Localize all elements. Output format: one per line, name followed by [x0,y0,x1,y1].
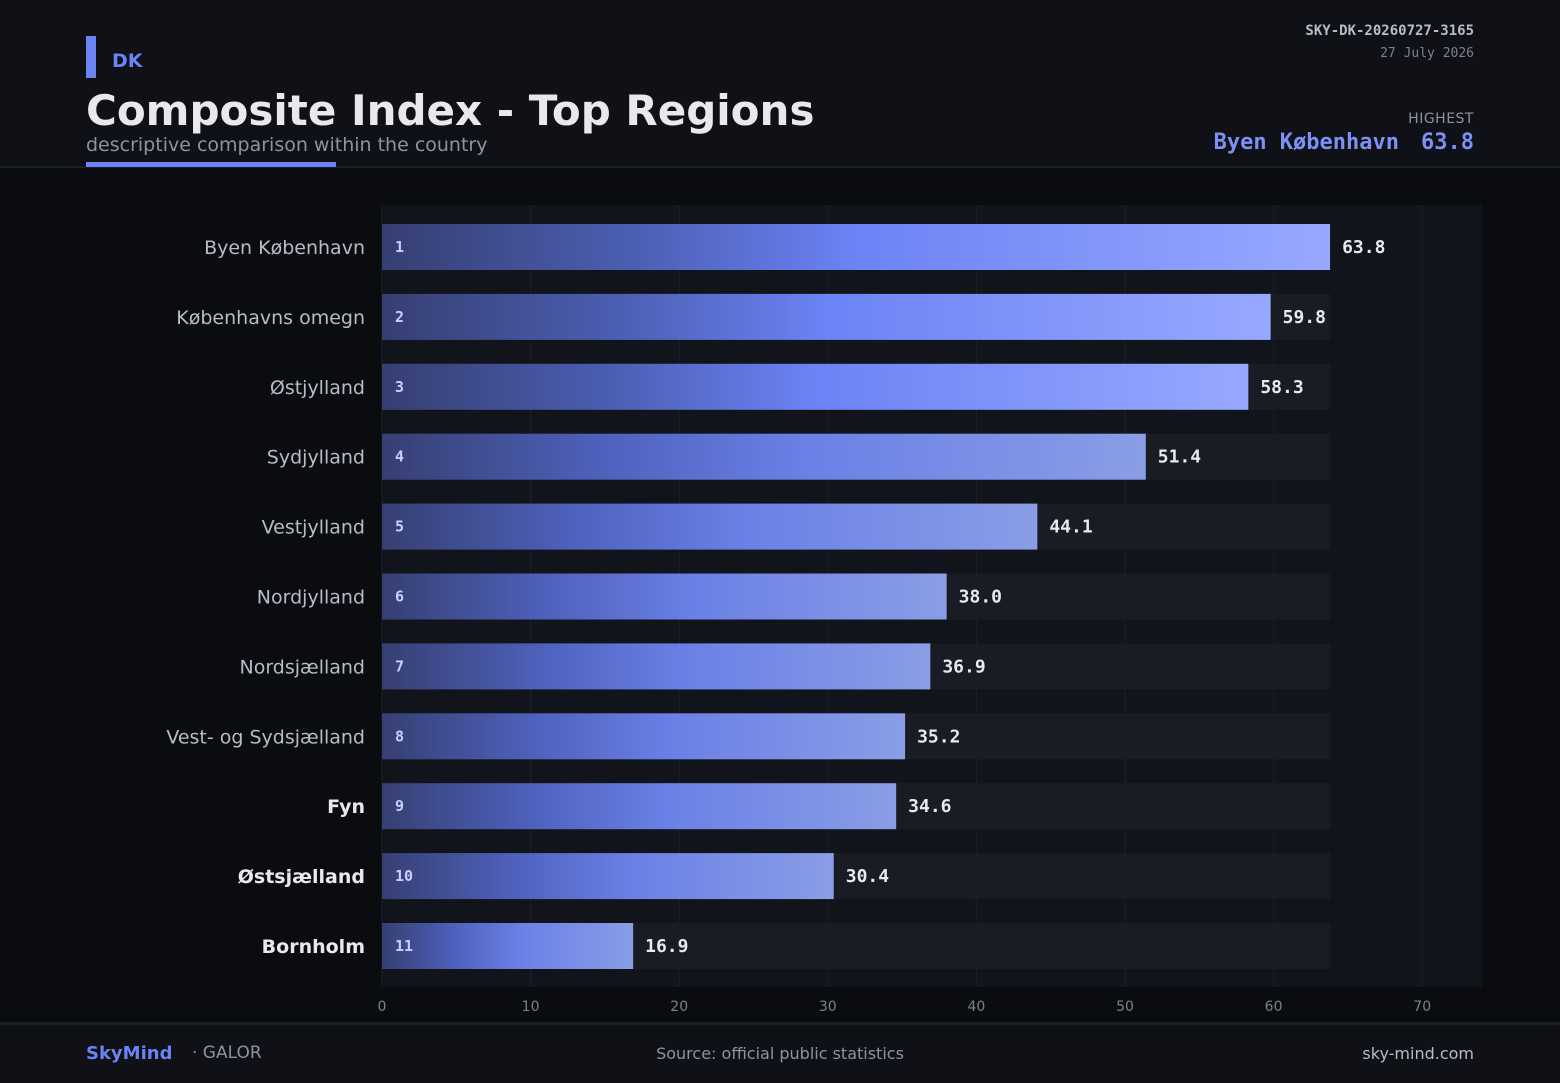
rank-label: 9 [395,797,404,815]
category-label: Vest- og Sydsjælland [166,726,365,748]
highest-label: HIGHEST [1408,111,1474,127]
x-tick-label: 70 [1413,999,1431,1015]
highest-value: 63.8 [1421,130,1474,155]
value-label: 51.4 [1158,447,1202,468]
bar[interactable] [382,783,897,830]
bar[interactable] [382,433,1146,480]
bar[interactable] [382,643,931,690]
report-date: 27 July 2026 [1380,46,1474,61]
x-tick-label: 30 [819,999,837,1015]
category-label: Bornholm [262,936,365,958]
x-tick-label: 10 [522,999,540,1015]
bar[interactable] [382,853,834,900]
value-label: 59.8 [1283,307,1326,328]
site-link[interactable]: sky-mind.com [1362,1044,1474,1063]
bar[interactable] [382,713,906,760]
brand-sub: · GALOR [192,1043,262,1063]
rank-label: 7 [395,657,404,675]
value-label: 36.9 [942,656,985,677]
x-tick-label: 60 [1265,999,1283,1015]
highest-summary: Byen København 63.8 [1214,130,1474,155]
footer: SkyMind · GALOR Source: official public … [0,1022,1560,1083]
value-label: 63.8 [1342,237,1385,258]
rank-label: 11 [395,937,413,955]
bar[interactable] [382,923,634,969]
country-accent-bar [86,36,96,78]
category-label: Københavns omegn [176,307,365,329]
category-label: Fyn [327,796,365,818]
rank-label: 4 [395,448,404,466]
rank-label: 3 [395,378,404,396]
report-code: SKY-DK-20260727-3165 [1305,23,1474,39]
country-code: DK [112,50,143,72]
value-label: 16.9 [645,936,688,957]
category-label: Vestjylland [262,517,365,539]
page-title: Composite Index - Top Regions [86,86,815,135]
brand-name: SkyMind [86,1043,173,1064]
rank-label: 2 [395,308,404,326]
category-label: Nordjylland [257,587,365,609]
value-label: 35.2 [917,726,960,747]
category-label: Østjylland [270,377,365,399]
rank-label: 10 [395,867,413,885]
bar[interactable] [382,224,1331,270]
x-tick-label: 20 [670,999,688,1015]
category-label: Sydjylland [267,447,365,469]
rank-label: 1 [395,238,404,256]
value-label: 58.3 [1260,377,1303,398]
x-tick-label: 0 [378,999,387,1015]
value-label: 44.1 [1049,517,1092,538]
rank-label: 8 [395,727,404,745]
x-tick-label: 50 [1116,999,1134,1015]
page-subtitle: descriptive comparison within the countr… [86,134,488,156]
category-label: Nordsjælland [239,656,365,678]
bar[interactable] [382,363,1249,410]
value-label: 30.4 [846,866,890,887]
category-label: Byen København [204,237,365,259]
category-label: Østsjælland [238,866,365,888]
bar[interactable] [382,503,1038,550]
rank-label: 6 [395,588,404,606]
source-note: Source: official public statistics [656,1044,904,1063]
header: DK Composite Index - Top Regions descrip… [0,0,1560,168]
value-label: 38.0 [959,587,1002,608]
rank-label: 5 [395,518,404,536]
value-label: 34.6 [908,796,951,817]
title-underline [86,162,336,167]
bar[interactable] [382,573,947,620]
bar[interactable] [382,293,1271,340]
highest-region: Byen København [1213,130,1400,155]
x-tick-label: 40 [967,999,985,1015]
